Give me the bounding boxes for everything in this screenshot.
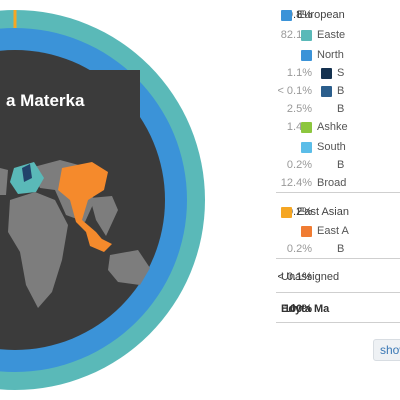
legend-divider <box>276 258 400 259</box>
legend-row[interactable]: East A <box>276 222 400 242</box>
ancestry-donut-chart: a Materka <box>0 10 205 390</box>
legend-row[interactable]: 0.2% East Asian <box>276 203 400 223</box>
legend-label: European <box>297 9 345 21</box>
legend-label: Easte <box>317 29 346 41</box>
legend-swatch <box>281 10 292 21</box>
legend-row[interactable]: 100% Edyta Ma <box>276 300 400 320</box>
legend-swatch <box>281 207 292 218</box>
map-left-edge <box>0 168 8 195</box>
legend-label: South <box>317 141 346 153</box>
legend-percentage: 2.5% <box>286 103 312 115</box>
legend-swatch <box>301 50 312 61</box>
legend-row[interactable]: North <box>276 46 400 66</box>
legend-row[interactable]: < 0.1% B <box>276 82 400 102</box>
legend-percentage: 12.4% <box>280 177 312 189</box>
legend-label: B <box>337 243 345 255</box>
name-banner <box>0 70 140 132</box>
legend-label: B <box>337 85 345 97</box>
map-india <box>90 196 118 236</box>
legend-swatch <box>301 30 312 41</box>
legend-label: Ashke <box>317 121 348 133</box>
legend-swatch <box>301 142 312 153</box>
legend-label: Broad <box>317 177 347 189</box>
world-map <box>0 160 150 308</box>
legend-percentage: 100% <box>283 303 312 315</box>
legend-percentage: 0.2% <box>286 206 312 218</box>
map-scandinavia <box>22 164 32 182</box>
map-africa <box>8 192 68 308</box>
legend-label: East A <box>317 225 349 237</box>
legend-percentage: 0.2% <box>286 159 312 171</box>
legend-divider <box>276 192 400 193</box>
legend-row[interactable]: 1.4% Ashke <box>276 118 400 138</box>
map-australia <box>108 250 150 285</box>
legend-row[interactable]: South <box>276 138 400 158</box>
legend-label: S <box>337 67 345 79</box>
legend-row[interactable]: 2.5% B <box>276 100 400 120</box>
legend-divider <box>276 292 400 293</box>
legend-row[interactable]: 1.1% S <box>276 64 400 84</box>
legend-percentage: 1.1% <box>286 67 312 79</box>
legend-swatch <box>321 86 332 97</box>
legend-label: B <box>337 103 345 115</box>
legend-label: B <box>337 159 345 171</box>
legend-swatch <box>301 226 312 237</box>
map-southeast-asia <box>86 232 112 252</box>
legend-swatch <box>301 122 312 133</box>
legend-percentage: 0.2% <box>286 243 312 255</box>
legend-row[interactable]: 0.2% B <box>276 156 400 176</box>
legend-label: Edyta Ma <box>281 303 330 315</box>
legend-row[interactable]: 0.2% B <box>276 240 400 260</box>
profile-name-on-map: a Materka <box>6 91 85 110</box>
ancestry-legend: 99.8% European 82.1% Easte North 1.1% S < 0.1% B… <box>276 0 400 400</box>
legend-percentage: < 0.1% <box>277 85 312 97</box>
legend-row[interactable]: 99.8% European <box>276 6 400 26</box>
show-more-button[interactable]: show <box>373 339 400 361</box>
map-east-asia <box>58 162 108 244</box>
legend-divider <box>276 322 400 323</box>
legend-label: North <box>317 49 344 61</box>
legend-percentage: < 0.1% <box>277 271 312 283</box>
legend-swatch <box>321 68 332 79</box>
legend-row[interactable]: < 0.1% Unassigned <box>276 268 400 288</box>
legend-label: Unassigned <box>281 271 340 283</box>
legend-label: East Asian <box>297 206 349 218</box>
legend-row[interactable]: 12.4% Broad <box>276 174 400 194</box>
legend-row[interactable]: 82.1% Easte <box>276 26 400 46</box>
